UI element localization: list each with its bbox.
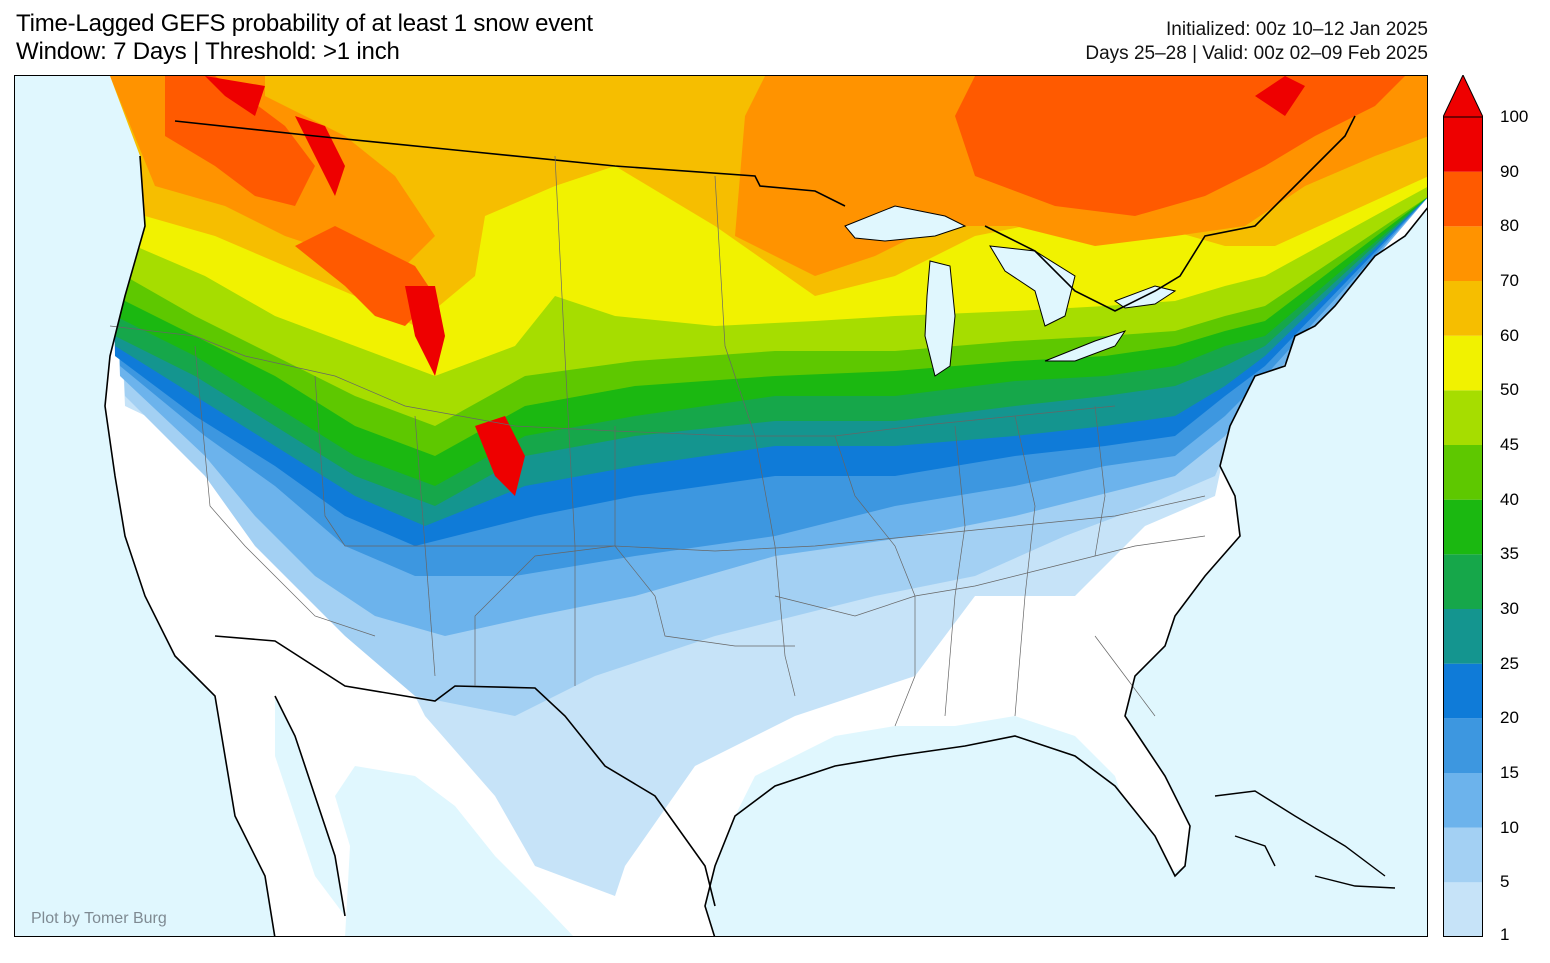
colorbar-tick-label: 5 — [1500, 872, 1510, 892]
colorbar-band — [1443, 554, 1483, 609]
colorbar-extension-arrow — [1443, 75, 1483, 118]
colorbar-band — [1443, 445, 1483, 500]
pacific-ocean — [15, 76, 275, 936]
colorbar-band — [1443, 882, 1483, 937]
gulf-of-mexico — [705, 736, 1234, 936]
colorbar-band — [1443, 718, 1483, 773]
colorbar-band — [1443, 117, 1483, 172]
colorbar-band — [1443, 609, 1483, 664]
colorbar — [1443, 75, 1483, 937]
colorbar-tick-label: 40 — [1500, 489, 1519, 509]
colorbar-band — [1443, 499, 1483, 555]
country-borders — [174, 115, 1356, 907]
colorbar-frame — [1443, 116, 1483, 937]
colorbar-tick-label: 45 — [1500, 435, 1519, 454]
colorbar-tick-label: 30 — [1500, 599, 1519, 618]
lake-erie — [1044, 330, 1127, 362]
run-info: Initialized: 00z 10–12 Jan 2025 Days 25–… — [1085, 18, 1428, 66]
valid-text: Days 25–28 | Valid: 00z 02–09 Feb 2025 — [1085, 43, 1428, 64]
map-panel: Plot by Tomer Burg — [14, 75, 1428, 937]
initialized-text: Initialized: 00z 10–12 Jan 2025 — [1166, 19, 1428, 40]
colorbar-tick-label: 1 — [1500, 925, 1510, 944]
caribbean-islands — [1214, 790, 1396, 889]
colorbar-tick-label: 50 — [1500, 380, 1519, 400]
colorbar-scale — [1443, 75, 1483, 937]
colorbar-tick-label: 60 — [1500, 325, 1519, 345]
colorbar-band — [1443, 281, 1483, 336]
colorbar-band — [1443, 663, 1483, 719]
prob-band-80-90 — [165, 76, 1405, 326]
colorbar-tick-label: 15 — [1500, 763, 1519, 782]
colorbar-tick-label: 10 — [1500, 817, 1519, 837]
colorbar-band — [1443, 827, 1483, 883]
title-block: Time-Lagged GEFS probability of at least… — [16, 10, 593, 66]
lake-michigan — [924, 260, 956, 377]
colorbar-band — [1443, 226, 1483, 281]
colorbar-tick-label: 70 — [1500, 271, 1519, 290]
colorbar-band — [1443, 335, 1483, 391]
snow-probability-map — [15, 76, 1427, 936]
coastline — [104, 155, 1427, 936]
colorbar-tick-label: 100 — [1500, 107, 1529, 126]
prob-band-90-100 — [205, 76, 1305, 496]
colorbar-band — [1443, 390, 1483, 445]
gulf-of-california — [275, 696, 345, 916]
colorbar-band — [1443, 773, 1483, 828]
map-title: Time-Lagged GEFS probability of at least… — [16, 10, 593, 37]
lake-huron — [989, 245, 1076, 327]
lake-superior — [844, 205, 967, 242]
colorbar-tick-label: 80 — [1500, 216, 1519, 236]
credit-label: Plot by Tomer Burg — [31, 910, 167, 927]
colorbar-tick-label: 25 — [1500, 653, 1519, 673]
colorbar-tick-label: 90 — [1500, 161, 1519, 181]
colorbar-tick-label: 35 — [1500, 544, 1519, 564]
colorbar-band — [1443, 171, 1483, 227]
colorbar-tick-label: 20 — [1500, 708, 1519, 728]
map-subtitle: Window: 7 Days | Threshold: >1 inch — [16, 38, 400, 65]
atlantic-ocean — [1125, 208, 1427, 936]
state-borders — [109, 155, 1206, 727]
